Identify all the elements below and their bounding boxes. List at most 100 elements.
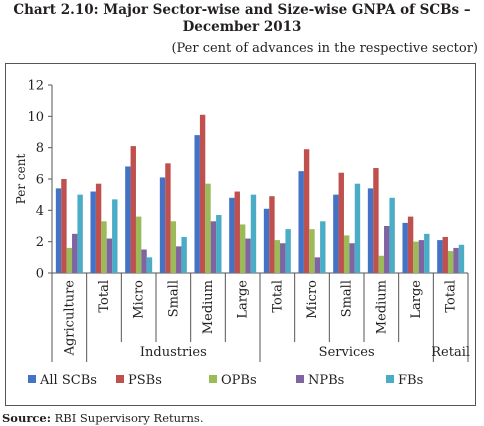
bar-npbs: [280, 243, 286, 273]
chart-subtitle: (Per cent of advances in the respective …: [171, 41, 478, 56]
bar-opbs: [274, 240, 281, 273]
bar-psbs: [338, 172, 344, 273]
category-label: Large: [409, 280, 424, 319]
y-tick-label: 10: [27, 110, 44, 125]
bar-fbs: [77, 194, 83, 273]
bar-opbs: [413, 241, 419, 273]
bar-all-scbs: [55, 188, 62, 273]
bar-npbs: [314, 257, 321, 273]
bar-npbs: [349, 243, 355, 273]
bar-all-scbs: [90, 191, 96, 273]
bar-fbs: [146, 257, 153, 273]
chart-title-line1: Chart 2.10: Major Sector-wise and Size-w…: [13, 2, 471, 18]
y-tick-label: 0: [36, 267, 44, 282]
bar-npbs: [453, 247, 459, 273]
legend-label: FBs: [398, 373, 423, 388]
category-label: Medium: [201, 280, 216, 334]
group-label: Industries: [140, 345, 207, 360]
y-axis-label: Per cent: [14, 154, 28, 205]
bar-npbs: [176, 246, 182, 273]
bar-psbs: [61, 179, 67, 273]
bar-all-scbs: [437, 240, 443, 273]
group-label: Services: [319, 345, 375, 360]
category-label: Medium: [374, 280, 389, 334]
bar-psbs: [199, 114, 206, 273]
legend-label: PSBs: [128, 373, 162, 388]
bar-psbs: [373, 168, 379, 273]
bar-psbs: [95, 183, 102, 273]
bar-fbs: [112, 199, 118, 273]
bar-opbs: [309, 229, 315, 273]
bar-psbs: [269, 196, 275, 273]
bar-all-scbs: [367, 188, 374, 273]
legend-label: OPBs: [221, 373, 257, 388]
bar-fbs: [354, 183, 361, 273]
bar-opbs: [343, 235, 350, 273]
bar-opbs: [447, 251, 454, 273]
bar-psbs: [234, 191, 240, 273]
chart-title-line2: December 2013: [182, 19, 302, 35]
bar-fbs: [320, 221, 326, 273]
y-tick-label: 2: [36, 235, 44, 250]
source-label: Source:: [2, 411, 51, 425]
bar-npbs: [72, 233, 78, 273]
bar-npbs: [141, 249, 147, 273]
y-tick-label: 4: [36, 204, 44, 219]
bar-psbs: [407, 216, 414, 273]
bar-npbs: [245, 238, 251, 273]
bar-fbs: [181, 236, 187, 273]
bar-opbs: [205, 183, 211, 273]
group-label: Retail: [431, 345, 470, 360]
legend-swatch: [28, 375, 36, 383]
bar-all-scbs: [159, 177, 166, 273]
category-label: Large: [236, 280, 251, 319]
source-text: RBI Supervisory Returns.: [54, 411, 204, 425]
category-label: Micro: [305, 280, 320, 319]
bar-all-scbs: [298, 171, 304, 273]
bar-npbs: [384, 226, 390, 273]
bar-all-scbs: [194, 135, 200, 273]
bar-all-scbs: [402, 222, 408, 273]
category-label: Micro: [132, 280, 147, 319]
legend-swatch: [386, 375, 394, 383]
y-tick-label: 8: [36, 141, 44, 156]
bar-npbs: [210, 221, 217, 273]
legend-label: All SCBs: [39, 373, 97, 388]
y-tick-label: 6: [36, 173, 44, 188]
bar-opbs: [66, 247, 73, 273]
bar-fbs: [424, 233, 430, 273]
bar-all-scbs: [263, 208, 270, 273]
legend-swatch: [209, 375, 217, 383]
bar-fbs: [216, 215, 222, 273]
legend-swatch: [296, 375, 304, 383]
bar-psbs: [130, 146, 136, 273]
bar-all-scbs: [333, 194, 339, 273]
bar-opbs: [170, 221, 177, 273]
legend-label: NPBs: [308, 373, 344, 388]
bar-opbs: [239, 224, 246, 273]
bar-fbs: [250, 194, 257, 273]
bar-all-scbs: [229, 197, 235, 273]
category-label: Total: [97, 280, 112, 313]
category-label: Small: [340, 280, 355, 317]
bar-opbs: [101, 221, 107, 273]
bar-psbs: [442, 236, 448, 273]
bar-psbs: [303, 149, 310, 273]
bar-npbs: [418, 240, 425, 273]
bar-opbs: [378, 255, 385, 273]
legend-swatch: [116, 375, 124, 383]
source-note: Source: RBI Supervisory Returns.: [2, 411, 204, 425]
category-label: Total: [444, 280, 459, 313]
y-tick-label: 12: [27, 79, 44, 94]
category-label: Total: [270, 280, 285, 313]
bar-fbs: [285, 229, 291, 273]
chart-frame: 0 2 4 6 8 10 12 Per cent Agriculture Total Micro Sm…: [5, 63, 476, 406]
category-label: Agriculture: [62, 280, 77, 357]
bar-all-scbs: [125, 166, 131, 273]
bar-opbs: [135, 216, 142, 273]
bar-chart: 0 2 4 6 8 10 12 Per cent Agriculture Total Micro Sm…: [14, 79, 470, 389]
bar-psbs: [165, 163, 171, 273]
bar-fbs: [458, 244, 465, 273]
bar-npbs: [106, 238, 113, 273]
bar-fbs: [389, 197, 395, 273]
